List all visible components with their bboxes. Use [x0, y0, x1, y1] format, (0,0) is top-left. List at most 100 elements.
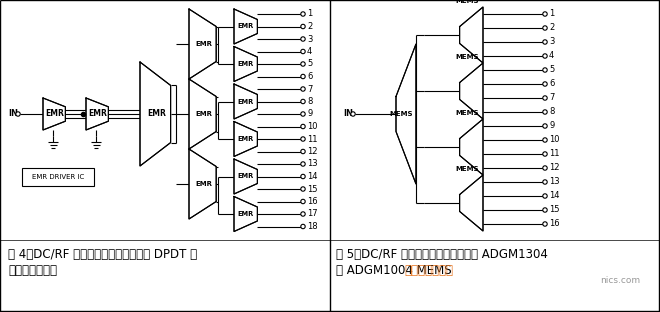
Circle shape: [301, 137, 305, 141]
Text: IN: IN: [8, 110, 18, 119]
Circle shape: [301, 199, 305, 204]
FancyBboxPatch shape: [22, 168, 94, 186]
Circle shape: [543, 68, 547, 72]
Circle shape: [301, 37, 305, 41]
Text: 2: 2: [549, 23, 554, 32]
Circle shape: [351, 112, 355, 116]
Circle shape: [543, 180, 547, 184]
Polygon shape: [234, 9, 257, 44]
Text: 10: 10: [307, 122, 317, 131]
Circle shape: [543, 208, 547, 212]
Text: MEMS: MEMS: [455, 0, 478, 4]
Polygon shape: [234, 46, 257, 81]
Polygon shape: [189, 9, 216, 79]
Text: 5: 5: [307, 60, 312, 69]
Text: MEMS: MEMS: [390, 111, 413, 117]
Polygon shape: [189, 149, 216, 219]
Circle shape: [543, 124, 547, 128]
Text: nics.com: nics.com: [600, 276, 640, 285]
Text: 7: 7: [307, 85, 312, 94]
Polygon shape: [459, 63, 483, 119]
Circle shape: [543, 152, 547, 156]
Polygon shape: [459, 175, 483, 231]
Polygon shape: [396, 44, 416, 184]
Polygon shape: [234, 121, 257, 157]
Text: 8: 8: [549, 108, 554, 116]
Circle shape: [301, 224, 305, 229]
Circle shape: [301, 212, 305, 216]
Text: 7: 7: [549, 94, 554, 103]
Polygon shape: [189, 79, 216, 149]
Text: 12: 12: [307, 147, 317, 156]
Text: 4: 4: [549, 51, 554, 61]
Text: 或 ADGM1004 MEMS: 或 ADGM1004 MEMS: [336, 264, 455, 277]
Text: 8: 8: [307, 97, 312, 106]
Text: EMR: EMR: [46, 110, 64, 119]
Text: 10: 10: [549, 135, 560, 144]
Text: 14: 14: [549, 192, 560, 201]
Text: 电器的解决方案: 电器的解决方案: [8, 264, 57, 277]
Text: 4: 4: [307, 47, 312, 56]
Text: EMR: EMR: [238, 99, 254, 105]
Text: 6: 6: [307, 72, 312, 81]
Text: 11: 11: [549, 149, 560, 158]
Polygon shape: [234, 84, 257, 119]
Text: 13: 13: [307, 159, 317, 168]
Circle shape: [301, 99, 305, 104]
Circle shape: [301, 24, 305, 29]
Text: 1: 1: [307, 9, 312, 18]
Text: IN: IN: [343, 110, 353, 119]
Text: 16: 16: [549, 220, 560, 228]
Circle shape: [301, 87, 305, 91]
Circle shape: [301, 187, 305, 191]
Text: MEMS: MEMS: [455, 110, 478, 116]
Text: EMR: EMR: [238, 23, 254, 30]
Text: 14: 14: [307, 172, 317, 181]
Circle shape: [301, 124, 305, 129]
Circle shape: [543, 54, 547, 58]
Text: 2: 2: [307, 22, 312, 31]
Circle shape: [301, 12, 305, 16]
Circle shape: [543, 40, 547, 44]
Text: EMR: EMR: [238, 136, 254, 142]
Text: 9: 9: [307, 110, 312, 119]
Text: 11: 11: [307, 134, 317, 144]
Text: EMR: EMR: [147, 110, 166, 119]
Text: 12: 12: [549, 163, 560, 173]
Text: EMR: EMR: [195, 41, 212, 47]
Circle shape: [301, 74, 305, 79]
Polygon shape: [43, 98, 65, 130]
Text: 17: 17: [307, 209, 317, 218]
Text: EMR: EMR: [238, 61, 254, 67]
Text: EMR: EMR: [238, 173, 254, 179]
Text: EMR: EMR: [238, 211, 254, 217]
Text: 15: 15: [307, 184, 317, 193]
Polygon shape: [459, 7, 483, 63]
Text: 图 4，DC/RF 扇出测试板原理图，九个 DPDT 继: 图 4，DC/RF 扇出测试板原理图，九个 DPDT 继: [8, 248, 197, 261]
Text: MEMS: MEMS: [455, 54, 478, 60]
Polygon shape: [140, 62, 170, 166]
Text: 3: 3: [307, 35, 312, 43]
Text: 13: 13: [549, 178, 560, 187]
Text: EMR DRIVER IC: EMR DRIVER IC: [32, 174, 84, 180]
Circle shape: [543, 138, 547, 142]
Text: 16: 16: [307, 197, 317, 206]
Text: 图 5，DC/RF 扇出测试板原理图，五个 ADGM1304: 图 5，DC/RF 扇出测试板原理图，五个 ADGM1304: [336, 248, 548, 261]
Text: MEMS: MEMS: [455, 166, 478, 172]
Polygon shape: [86, 98, 108, 130]
Circle shape: [301, 49, 305, 54]
Polygon shape: [234, 197, 257, 232]
Polygon shape: [234, 159, 257, 194]
Text: EMR: EMR: [195, 181, 212, 187]
Circle shape: [543, 96, 547, 100]
Text: 18: 18: [307, 222, 317, 231]
Text: EMR: EMR: [195, 111, 212, 117]
Circle shape: [543, 166, 547, 170]
Circle shape: [301, 62, 305, 66]
Text: 9: 9: [549, 121, 554, 130]
Text: 3: 3: [549, 37, 554, 46]
Circle shape: [543, 194, 547, 198]
Polygon shape: [459, 119, 483, 175]
Circle shape: [543, 26, 547, 30]
Circle shape: [543, 82, 547, 86]
